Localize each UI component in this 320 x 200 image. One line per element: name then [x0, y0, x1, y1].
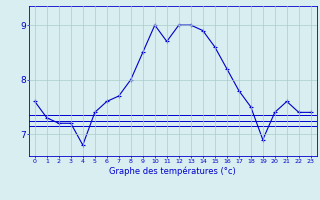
- X-axis label: Graphe des températures (°c): Graphe des températures (°c): [109, 167, 236, 176]
